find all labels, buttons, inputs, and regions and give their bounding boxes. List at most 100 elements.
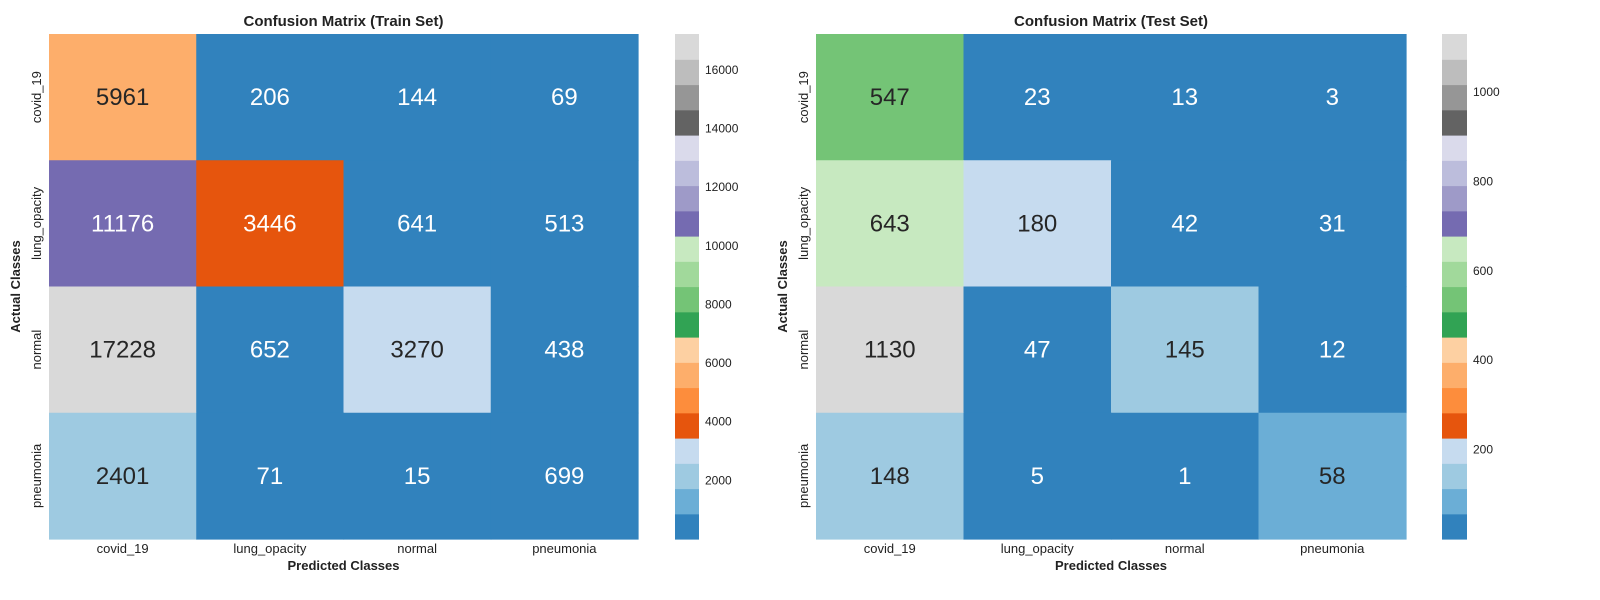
cell-value-label: 547 <box>870 84 910 111</box>
colorbar-segment <box>675 362 699 389</box>
colorbar-segment <box>1442 84 1467 111</box>
x-tick-label: lung_opacity <box>233 541 306 556</box>
heatmap-cell <box>490 286 639 414</box>
cell-value-label: 47 <box>1024 337 1051 364</box>
colorbar-tick-label: 12000 <box>705 180 739 194</box>
colorbar-segment <box>1442 362 1467 389</box>
cell-value-label: 31 <box>1319 210 1346 237</box>
heatmap-cell <box>816 286 965 414</box>
colorbar-segment <box>1442 236 1467 262</box>
chart-title: Confusion Matrix (Train Set) <box>243 13 443 30</box>
heatmap-cell <box>816 160 965 288</box>
cell-value-label: 206 <box>250 84 290 111</box>
heatmap-cell <box>49 286 197 414</box>
colorbar-segment <box>675 160 699 187</box>
cell-value-label: 1 <box>1178 463 1191 490</box>
cell-value-label: 3270 <box>390 337 443 364</box>
x-axis-label: Predicted Classes <box>1055 558 1167 573</box>
cell-value-label: 180 <box>1017 210 1057 237</box>
cell-value-label: 643 <box>870 210 910 237</box>
colorbar-segment <box>1442 387 1467 414</box>
x-tick-label: normal <box>397 541 437 556</box>
y-axis-label: Actual Classes <box>8 240 23 333</box>
colorbar-tick-label: 400 <box>1473 353 1493 367</box>
colorbar-segment <box>1442 34 1467 60</box>
heatmap-cell <box>49 34 197 161</box>
cell-value-label: 71 <box>257 463 284 490</box>
colorbar-tick-label: 200 <box>1473 443 1493 457</box>
colorbar-segment <box>675 34 699 60</box>
colorbar-segment <box>1442 513 1467 540</box>
colorbar-segment <box>1442 488 1467 515</box>
y-tick-label: pneumonia <box>29 443 44 508</box>
heatmap-cell <box>343 34 492 161</box>
cell-value-label: 652 <box>250 337 290 364</box>
cell-value-label: 12 <box>1319 337 1346 364</box>
cell-value-label: 699 <box>544 463 584 490</box>
colorbar-tick-label: 10000 <box>705 239 739 253</box>
cell-value-label: 513 <box>544 210 584 237</box>
cell-value-label: 5 <box>1031 463 1044 490</box>
colorbar-segment <box>1442 412 1467 439</box>
y-tick-label: covid_19 <box>29 71 44 123</box>
heatmap-cell <box>490 412 639 540</box>
colorbar-segment <box>675 185 699 212</box>
colorbar-segment <box>675 311 699 338</box>
colorbar-segment <box>1442 160 1467 187</box>
heatmap-cell <box>963 34 1112 161</box>
x-tick-label: pneumonia <box>532 541 597 556</box>
y-axis-label: Actual Classes <box>775 240 790 333</box>
colorbar-tick-label: 8000 <box>705 297 732 311</box>
cell-value-label: 144 <box>397 84 437 111</box>
x-tick-label: lung_opacity <box>1001 541 1074 556</box>
colorbar-tick-label: 14000 <box>705 122 739 136</box>
y-tick-label: normal <box>796 330 811 370</box>
heatmap-cell <box>49 160 197 288</box>
heatmap-cell <box>963 286 1112 414</box>
colorbar-segment <box>675 286 699 313</box>
colorbar: 200 400 600 800 1000 <box>1442 34 1500 540</box>
heatmap-cell <box>196 160 345 288</box>
x-tick-label: normal <box>1165 541 1205 556</box>
cell-value-label: 438 <box>544 337 584 364</box>
heatmap-cell <box>343 412 492 540</box>
cell-value-label: 641 <box>397 210 437 237</box>
colorbar-segment <box>675 109 699 136</box>
colorbar-segment <box>1442 135 1467 161</box>
heatmap-cell <box>1258 34 1407 161</box>
colorbar-segment <box>675 513 699 540</box>
colorbar-segment <box>675 84 699 111</box>
heatmap-cell <box>1111 286 1260 414</box>
colorbar: 2000 4000 6000 8000 10000 12000 14000 16000 <box>675 34 739 540</box>
x-axis-label: Predicted Classes <box>287 558 399 573</box>
cell-value-label: 2401 <box>96 463 149 490</box>
colorbar-segment <box>675 236 699 262</box>
cell-value-label: 1130 <box>864 337 916 364</box>
y-tick-label: lung_opacity <box>796 186 811 259</box>
colorbar-segment <box>1442 261 1467 288</box>
colorbar-segment <box>675 59 699 86</box>
cell-value-label: 3446 <box>243 210 296 237</box>
colorbar-segment <box>1442 59 1467 86</box>
y-tick-label: normal <box>29 330 44 370</box>
cell-value-label: 23 <box>1024 84 1051 111</box>
heatmap-panel-0: Confusion Matrix (Train Set) 5961 206 144 69… <box>8 13 739 573</box>
cell-value-label: 145 <box>1165 337 1205 364</box>
colorbar-tick-label: 600 <box>1473 264 1493 278</box>
heatmap-cell <box>490 34 639 161</box>
heatmap-cell <box>1258 160 1407 288</box>
heatmap-cell <box>343 286 492 414</box>
colorbar-tick-label: 1000 <box>1473 85 1500 99</box>
heatmap-cell <box>343 160 492 288</box>
cell-value-label: 3 <box>1326 84 1339 111</box>
heatmap-cell <box>1111 160 1260 288</box>
colorbar-segment <box>675 438 699 464</box>
colorbar-segment <box>675 387 699 414</box>
colorbar-segment <box>1442 286 1467 313</box>
y-tick-label: lung_opacity <box>29 186 44 259</box>
y-tick-label: pneumonia <box>796 443 811 508</box>
colorbar-segment <box>675 337 699 363</box>
heatmap-cell <box>963 412 1112 540</box>
cell-value-label: 5961 <box>96 84 149 111</box>
